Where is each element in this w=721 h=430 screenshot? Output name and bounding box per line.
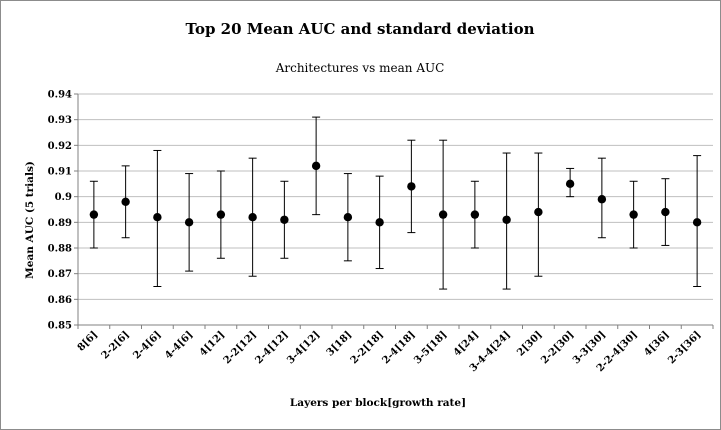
error-bars [89,116,702,290]
data-point [343,213,353,222]
chart-title: Top 20 Mean AUC and standard deviation [186,20,535,38]
data-point [470,210,480,219]
x-tick-label: 3-5[18] [412,329,449,366]
data-point [89,210,99,219]
x-tick-label: 4[12] [198,329,227,358]
data-point [534,207,543,217]
y-tick-label: 0.91 [48,167,72,178]
y-axis-title: Mean AUC (5 trials) [24,161,36,279]
x-tick-label: 3-4[12] [285,329,322,366]
data-point [565,179,575,189]
data-point [629,210,638,219]
data-point [407,182,416,191]
gridlines [78,93,713,300]
data-point [438,210,448,219]
x-tick-label: 4[24] [452,329,481,358]
data-point [311,161,321,171]
x-tick-label: 2-4[18] [380,329,417,366]
x-tick-label: 3[18] [325,329,354,358]
data-point [280,215,289,224]
data-points [89,161,702,227]
x-tick-label: 2-4[12] [253,329,290,366]
y-tick-label: 0.94 [48,90,72,101]
data-point [121,197,130,206]
data-point [153,213,162,222]
x-tick-label: 2-2[12] [222,329,259,366]
data-point [597,195,607,204]
x-tick-label: 2-4[6] [131,329,163,361]
x-tick-label: 8[6] [76,329,100,353]
data-point [216,210,226,219]
axes [74,93,714,329]
x-tick-label: 2[30] [515,329,544,358]
y-tick-label: 0.85 [48,321,72,332]
data-point [692,218,702,227]
x-tick-label: 4-4[6] [163,329,195,361]
y-tick-label: 0.87 [48,269,72,280]
x-tick-labels: 8[6] 2-2[6] 2-4[6] 4-4[6] 4[12]2-2[12]2-4[12… [76,329,704,374]
x-tick-label: 2-3[36] [666,329,703,366]
data-point [502,215,511,224]
x-tick-label: 2-2[18] [349,329,386,366]
data-point [248,213,257,222]
data-point [184,218,194,227]
data-point [661,207,670,217]
y-tick-label: 0.93 [48,115,72,126]
x-tick-label: 4[36] [642,329,671,358]
y-tick-labels: 0.85 0.86 0.87 0.88 0.89 0.9 0.91 0.92 0.93 0.94 [48,90,72,332]
chart-subtitle: Architectures vs mean AUC [275,61,445,75]
x-axis-title: Layers per block[growth rate] [290,397,466,409]
x-tick-label: 2-2[6] [100,329,132,361]
x-tick-label: 2-2[30] [539,329,576,366]
y-tick-label: 0.92 [48,141,72,152]
y-tick-label: 0.9 [55,192,72,203]
y-tick-label: 0.88 [48,244,72,255]
y-tick-label: 0.86 [48,295,72,306]
data-point [375,218,384,227]
y-tick-label: 0.89 [48,218,72,229]
